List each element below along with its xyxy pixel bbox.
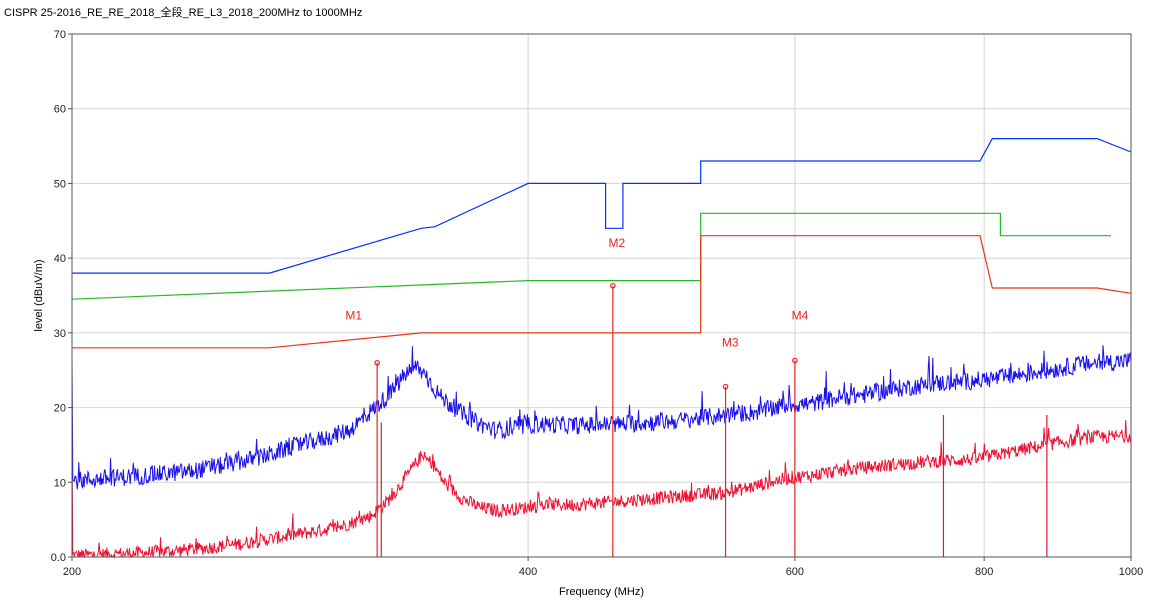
chart-title: CISPR 25-2016_RE_RE_2018_全段_RE_L3_2018_2… [4,7,363,19]
x-tick-label: 200 [63,566,81,578]
y-tick-label: 40 [54,253,66,265]
avg-trace-line [71,420,1132,559]
marker-point [722,383,729,390]
y-tick-label: 10 [54,477,66,489]
x-tick-label: 600 [786,566,804,578]
marker-label: M1 [345,308,362,322]
marker-point [374,359,380,366]
peak-trace-line [71,345,1132,490]
tick-layer: 0.0 10 20 30 40 50 60 70 200 400 600 800 1000 [51,29,1144,578]
marker-layer: M1 M2 M3 M4 [345,236,809,390]
grid-layer [72,34,1131,557]
avg_limit-line [72,235,1132,349]
y-axis-label: level (dBuV/m) [33,259,45,331]
plot-frame [71,33,1132,558]
qp_limit-line [71,212,1111,300]
series-layer [71,138,1132,559]
marker-label: M2 [609,236,626,250]
marker-point [610,282,616,289]
marker-label: M4 [792,308,809,322]
x-tick-label: 1000 [1119,566,1143,578]
y-tick-label: 20 [54,403,66,415]
peak_limit-line [72,138,1132,274]
y-tick-label: 30 [54,328,66,340]
y-tick-label: 50 [54,178,66,190]
y-tick-label: 0.0 [51,552,66,564]
x-tick-label: 800 [975,566,993,578]
marker-point [792,357,798,364]
y-tick-label: 70 [54,29,66,41]
x-axis-label: Frequency (MHz) [559,586,644,598]
x-tick-label: 400 [519,566,537,578]
marker-label: M3 [722,335,739,349]
y-tick-label: 60 [54,104,66,116]
